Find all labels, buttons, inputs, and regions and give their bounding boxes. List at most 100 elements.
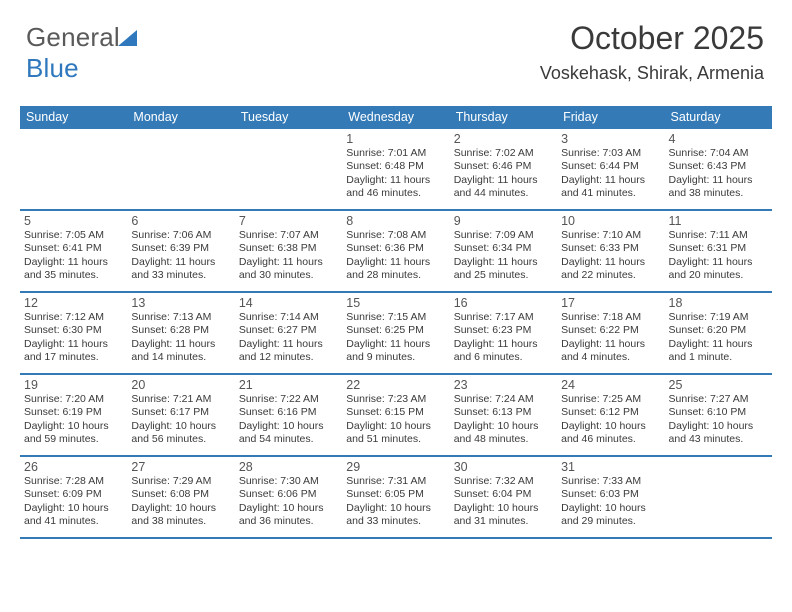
day-cell: 22Sunrise: 7:23 AMSunset: 6:15 PMDayligh… (342, 375, 449, 455)
day-number: 12 (24, 296, 123, 310)
day-number: 6 (131, 214, 230, 228)
day-cell: 10Sunrise: 7:10 AMSunset: 6:33 PMDayligh… (557, 211, 664, 291)
day-number: 30 (454, 460, 553, 474)
day-detail: Sunrise: 7:10 AMSunset: 6:33 PMDaylight:… (561, 229, 660, 283)
day-cell: 8Sunrise: 7:08 AMSunset: 6:36 PMDaylight… (342, 211, 449, 291)
day-number: 3 (561, 132, 660, 146)
day-detail: Sunrise: 7:13 AMSunset: 6:28 PMDaylight:… (131, 311, 230, 365)
weekday-header: Monday (127, 106, 234, 129)
day-cell (235, 129, 342, 209)
day-number: 27 (131, 460, 230, 474)
day-number: 1 (346, 132, 445, 146)
day-detail: Sunrise: 7:11 AMSunset: 6:31 PMDaylight:… (669, 229, 768, 283)
calendar: SundayMondayTuesdayWednesdayThursdayFrid… (20, 106, 772, 539)
day-cell: 4Sunrise: 7:04 AMSunset: 6:43 PMDaylight… (665, 129, 772, 209)
day-detail: Sunrise: 7:18 AMSunset: 6:22 PMDaylight:… (561, 311, 660, 365)
weekday-header: Friday (557, 106, 664, 129)
day-cell: 3Sunrise: 7:03 AMSunset: 6:44 PMDaylight… (557, 129, 664, 209)
location: Voskehask, Shirak, Armenia (540, 63, 764, 84)
day-number: 11 (669, 214, 768, 228)
day-cell: 9Sunrise: 7:09 AMSunset: 6:34 PMDaylight… (450, 211, 557, 291)
weekday-header: Saturday (665, 106, 772, 129)
day-detail: Sunrise: 7:31 AMSunset: 6:05 PMDaylight:… (346, 475, 445, 529)
day-detail: Sunrise: 7:29 AMSunset: 6:08 PMDaylight:… (131, 475, 230, 529)
day-cell: 15Sunrise: 7:15 AMSunset: 6:25 PMDayligh… (342, 293, 449, 373)
day-number: 17 (561, 296, 660, 310)
day-detail: Sunrise: 7:24 AMSunset: 6:13 PMDaylight:… (454, 393, 553, 447)
day-number: 9 (454, 214, 553, 228)
day-cell: 2Sunrise: 7:02 AMSunset: 6:46 PMDaylight… (450, 129, 557, 209)
day-detail: Sunrise: 7:30 AMSunset: 6:06 PMDaylight:… (239, 475, 338, 529)
day-cell: 30Sunrise: 7:32 AMSunset: 6:04 PMDayligh… (450, 457, 557, 537)
day-detail: Sunrise: 7:21 AMSunset: 6:17 PMDaylight:… (131, 393, 230, 447)
weekday-header: Thursday (450, 106, 557, 129)
day-cell: 24Sunrise: 7:25 AMSunset: 6:12 PMDayligh… (557, 375, 664, 455)
day-cell: 5Sunrise: 7:05 AMSunset: 6:41 PMDaylight… (20, 211, 127, 291)
day-number: 18 (669, 296, 768, 310)
weekday-header: Tuesday (235, 106, 342, 129)
day-cell: 26Sunrise: 7:28 AMSunset: 6:09 PMDayligh… (20, 457, 127, 537)
day-number: 19 (24, 378, 123, 392)
day-cell: 25Sunrise: 7:27 AMSunset: 6:10 PMDayligh… (665, 375, 772, 455)
weekday-header: Wednesday (342, 106, 449, 129)
day-cell: 29Sunrise: 7:31 AMSunset: 6:05 PMDayligh… (342, 457, 449, 537)
day-number: 5 (24, 214, 123, 228)
weekday-header: Sunday (20, 106, 127, 129)
day-number: 2 (454, 132, 553, 146)
day-detail: Sunrise: 7:09 AMSunset: 6:34 PMDaylight:… (454, 229, 553, 283)
day-detail: Sunrise: 7:25 AMSunset: 6:12 PMDaylight:… (561, 393, 660, 447)
day-cell: 19Sunrise: 7:20 AMSunset: 6:19 PMDayligh… (20, 375, 127, 455)
day-cell: 16Sunrise: 7:17 AMSunset: 6:23 PMDayligh… (450, 293, 557, 373)
day-detail: Sunrise: 7:03 AMSunset: 6:44 PMDaylight:… (561, 147, 660, 201)
day-detail: Sunrise: 7:22 AMSunset: 6:16 PMDaylight:… (239, 393, 338, 447)
month-title: October 2025 (540, 20, 764, 57)
day-detail: Sunrise: 7:32 AMSunset: 6:04 PMDaylight:… (454, 475, 553, 529)
day-detail: Sunrise: 7:20 AMSunset: 6:19 PMDaylight:… (24, 393, 123, 447)
week-row: 5Sunrise: 7:05 AMSunset: 6:41 PMDaylight… (20, 211, 772, 293)
weekday-header-row: SundayMondayTuesdayWednesdayThursdayFrid… (20, 106, 772, 129)
day-detail: Sunrise: 7:15 AMSunset: 6:25 PMDaylight:… (346, 311, 445, 365)
day-number: 7 (239, 214, 338, 228)
day-cell: 1Sunrise: 7:01 AMSunset: 6:48 PMDaylight… (342, 129, 449, 209)
day-number: 13 (131, 296, 230, 310)
day-number: 8 (346, 214, 445, 228)
day-cell: 18Sunrise: 7:19 AMSunset: 6:20 PMDayligh… (665, 293, 772, 373)
day-detail: Sunrise: 7:08 AMSunset: 6:36 PMDaylight:… (346, 229, 445, 283)
brand-part1: General (26, 22, 120, 52)
day-number: 20 (131, 378, 230, 392)
day-cell: 20Sunrise: 7:21 AMSunset: 6:17 PMDayligh… (127, 375, 234, 455)
day-number: 15 (346, 296, 445, 310)
day-number: 25 (669, 378, 768, 392)
day-number: 21 (239, 378, 338, 392)
day-cell (127, 129, 234, 209)
day-cell: 12Sunrise: 7:12 AMSunset: 6:30 PMDayligh… (20, 293, 127, 373)
title-block: October 2025 Voskehask, Shirak, Armenia (540, 20, 764, 84)
day-number: 16 (454, 296, 553, 310)
week-row: 12Sunrise: 7:12 AMSunset: 6:30 PMDayligh… (20, 293, 772, 375)
day-detail: Sunrise: 7:02 AMSunset: 6:46 PMDaylight:… (454, 147, 553, 201)
day-cell: 27Sunrise: 7:29 AMSunset: 6:08 PMDayligh… (127, 457, 234, 537)
day-detail: Sunrise: 7:23 AMSunset: 6:15 PMDaylight:… (346, 393, 445, 447)
day-detail: Sunrise: 7:28 AMSunset: 6:09 PMDaylight:… (24, 475, 123, 529)
day-detail: Sunrise: 7:17 AMSunset: 6:23 PMDaylight:… (454, 311, 553, 365)
week-row: 1Sunrise: 7:01 AMSunset: 6:48 PMDaylight… (20, 129, 772, 211)
day-cell: 23Sunrise: 7:24 AMSunset: 6:13 PMDayligh… (450, 375, 557, 455)
day-detail: Sunrise: 7:05 AMSunset: 6:41 PMDaylight:… (24, 229, 123, 283)
day-cell: 21Sunrise: 7:22 AMSunset: 6:16 PMDayligh… (235, 375, 342, 455)
day-detail: Sunrise: 7:04 AMSunset: 6:43 PMDaylight:… (669, 147, 768, 201)
week-row: 19Sunrise: 7:20 AMSunset: 6:19 PMDayligh… (20, 375, 772, 457)
day-number: 31 (561, 460, 660, 474)
day-detail: Sunrise: 7:01 AMSunset: 6:48 PMDaylight:… (346, 147, 445, 201)
day-number: 4 (669, 132, 768, 146)
week-row: 26Sunrise: 7:28 AMSunset: 6:09 PMDayligh… (20, 457, 772, 539)
day-cell: 31Sunrise: 7:33 AMSunset: 6:03 PMDayligh… (557, 457, 664, 537)
day-number: 14 (239, 296, 338, 310)
day-cell: 6Sunrise: 7:06 AMSunset: 6:39 PMDaylight… (127, 211, 234, 291)
day-detail: Sunrise: 7:14 AMSunset: 6:27 PMDaylight:… (239, 311, 338, 365)
day-cell (20, 129, 127, 209)
day-detail: Sunrise: 7:27 AMSunset: 6:10 PMDaylight:… (669, 393, 768, 447)
day-detail: Sunrise: 7:12 AMSunset: 6:30 PMDaylight:… (24, 311, 123, 365)
day-number: 22 (346, 378, 445, 392)
day-cell: 14Sunrise: 7:14 AMSunset: 6:27 PMDayligh… (235, 293, 342, 373)
day-number: 26 (24, 460, 123, 474)
